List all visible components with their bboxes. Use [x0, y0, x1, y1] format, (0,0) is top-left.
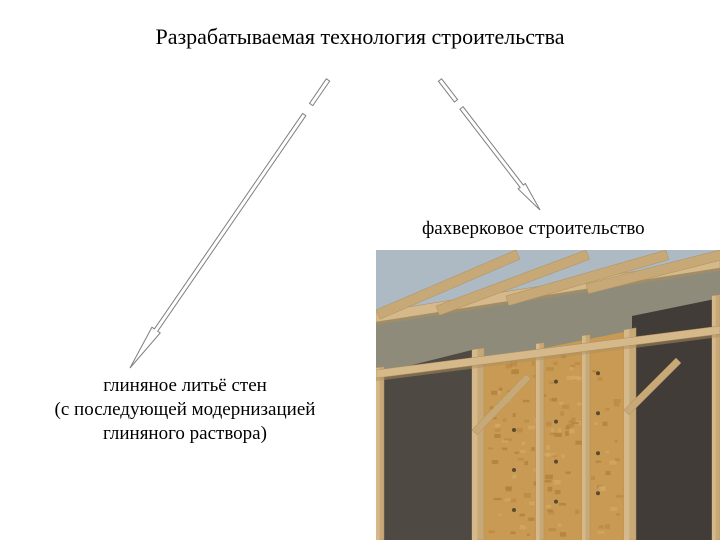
render-3d — [376, 250, 720, 540]
arrow-right-icon — [438, 79, 540, 210]
label-clay-line3: глиняного раствора) — [103, 423, 267, 444]
label-fachwerk: фахверковое строительство — [422, 218, 645, 240]
page-title: Разрабатываемая технология строительства — [0, 24, 720, 50]
label-clay-line1: глиняное литьё стен — [103, 375, 267, 396]
arrow-left-icon — [130, 79, 330, 368]
label-clay-line2: (с последующей модернизацией — [55, 399, 316, 420]
label-clay: глиняное литьё стен (с последующей модер… — [40, 374, 330, 445]
